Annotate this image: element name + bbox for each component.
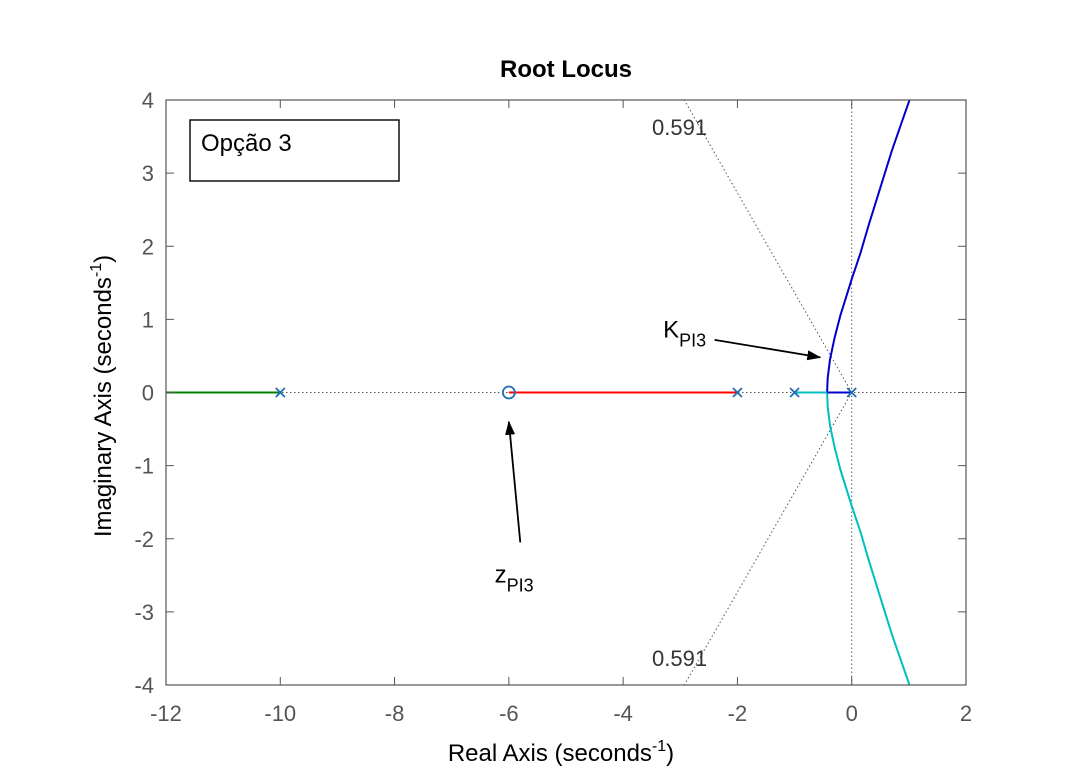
annotation-zpi3: zPI3 xyxy=(495,420,534,596)
y-tick-label-0: -4 xyxy=(134,673,154,698)
zero-marker-0 xyxy=(501,385,516,400)
pole-marker-0 xyxy=(275,387,286,398)
x-tick-label-4: -4 xyxy=(613,701,633,726)
annotation-label-zpi3: zPI3 xyxy=(495,562,534,596)
y-tick-label-4: 0 xyxy=(142,381,154,406)
y-axis-label: Imaginary Axis (seconds-1) xyxy=(88,255,117,537)
x-axis-label-close: ) xyxy=(666,740,674,767)
y-tick-label-6: 2 xyxy=(142,234,154,259)
legend-box-text: Opção 3 xyxy=(201,130,292,157)
y-axis-label-close: ) xyxy=(90,255,117,263)
y-axis-label-text: Imaginary Axis (seconds xyxy=(90,277,117,537)
poles-zeros xyxy=(275,385,857,400)
pole-marker-1 xyxy=(732,387,743,398)
locus-branches xyxy=(166,100,911,685)
x-axis-label: Real Axis (seconds-1) xyxy=(448,738,674,767)
annotations: KPI3 zPI3 xyxy=(495,317,822,596)
damping-ray-lower xyxy=(683,392,853,686)
plot-frame xyxy=(165,99,967,686)
y-tick-label-5: 1 xyxy=(142,307,154,332)
x-tick-label-1: -10 xyxy=(264,701,296,726)
damping-label-top: 0.591 xyxy=(652,115,707,140)
pole-marker-2 xyxy=(789,387,800,398)
y-tick-label-7: 3 xyxy=(142,161,154,186)
y-tick-label-1: -3 xyxy=(134,600,154,625)
x-tick-label-0: -12 xyxy=(150,701,182,726)
x-tick-label-5: -2 xyxy=(728,701,748,726)
x-axis-label-exp: -1 xyxy=(652,738,666,755)
series-branch-lower xyxy=(826,392,911,685)
x-tick-label-7: 2 xyxy=(960,701,972,726)
x-tick-label-3: -6 xyxy=(499,701,519,726)
damping-ray-upper xyxy=(683,99,853,393)
y-tick-label-3: -1 xyxy=(134,454,154,479)
series-branch-upper xyxy=(826,100,911,393)
pole-marker-3 xyxy=(846,387,857,398)
annotation-arrow-kpi3 xyxy=(714,338,822,361)
x-axis-label-text: Real Axis (seconds xyxy=(448,740,652,767)
annotation-arrow-zpi3 xyxy=(505,420,522,543)
x-tick-label-2: -8 xyxy=(385,701,405,726)
annotation-kpi3: KPI3 xyxy=(663,317,822,361)
annotation-label-kpi3: KPI3 xyxy=(663,317,706,351)
damping-label-bottom: 0.591 xyxy=(652,646,707,671)
chart-title: Root Locus xyxy=(500,56,632,83)
y-tick-label-2: -2 xyxy=(134,527,154,552)
y-axis-label-exp: -1 xyxy=(88,263,105,277)
y-tick-label-8: 4 xyxy=(142,88,154,113)
legend-box xyxy=(189,119,400,182)
x-tick-label-6: 0 xyxy=(846,701,858,726)
